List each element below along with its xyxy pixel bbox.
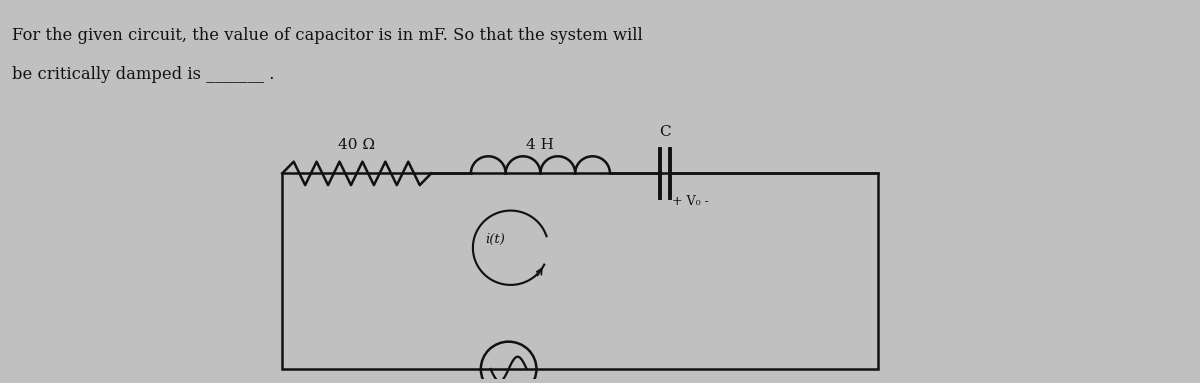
Text: For the given circuit, the value of capacitor is in mF. So that the system will: For the given circuit, the value of capa… — [12, 27, 643, 44]
Text: + V₀ -: + V₀ - — [672, 195, 709, 208]
Text: 40 Ω: 40 Ω — [338, 138, 376, 152]
Text: be critically damped is _______ .: be critically damped is _______ . — [12, 66, 275, 83]
Text: 4 H: 4 H — [527, 138, 554, 152]
Text: i(t): i(t) — [486, 233, 505, 246]
Text: C: C — [659, 125, 671, 139]
Bar — [282, 173, 878, 369]
